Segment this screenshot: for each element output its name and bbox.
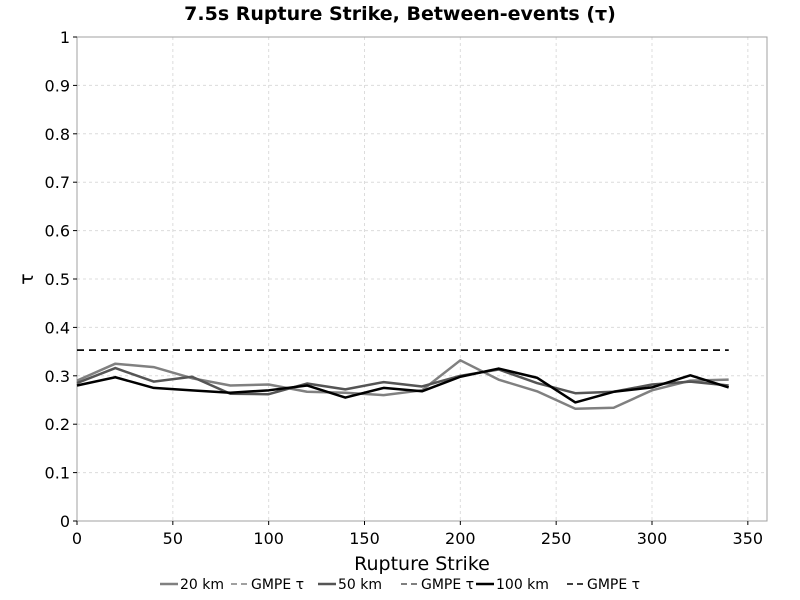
x-tick-label: 250 bbox=[541, 529, 572, 548]
y-tick-label: 0.8 bbox=[45, 125, 70, 144]
legend-label: GMPE τ bbox=[587, 577, 640, 593]
legend: 20 km GMPE τ 50 km GMPE τ 100 km GMPE τ bbox=[160, 577, 640, 593]
legend-label: GMPE τ bbox=[251, 577, 304, 593]
y-tick-label: 0.4 bbox=[45, 318, 70, 337]
x-tick-label: 50 bbox=[163, 529, 183, 548]
grid-lines bbox=[76, 36, 767, 522]
y-tick-label: 0.6 bbox=[45, 222, 70, 241]
y-axis-label: τ bbox=[16, 273, 38, 284]
x-axis-label: Rupture Strike bbox=[354, 553, 490, 575]
y-tick-label: 0.9 bbox=[45, 76, 70, 95]
y-tick-label: 0.1 bbox=[45, 464, 70, 483]
x-axis-ticks: 0 50 100 150 200 250 300 350 bbox=[72, 521, 763, 548]
x-tick-label: 350 bbox=[733, 529, 764, 548]
legend-label: 20 km bbox=[180, 577, 224, 593]
legend-label: GMPE τ bbox=[421, 577, 474, 593]
x-tick-label: 300 bbox=[637, 529, 668, 548]
y-tick-label: 0.7 bbox=[45, 173, 70, 192]
series-line-4 bbox=[76, 367, 730, 404]
legend-label: 50 km bbox=[338, 577, 382, 593]
y-tick-label: 1 bbox=[60, 28, 70, 47]
x-tick-label: 0 bbox=[72, 529, 82, 548]
legend-label: 100 km bbox=[496, 577, 549, 593]
x-tick-label: 200 bbox=[445, 529, 476, 548]
x-tick-label: 100 bbox=[253, 529, 284, 548]
x-tick-label: 150 bbox=[349, 529, 380, 548]
series-lines bbox=[76, 349, 730, 410]
y-tick-label: 0.2 bbox=[45, 415, 70, 434]
y-tick-label: 0.3 bbox=[45, 367, 70, 386]
y-tick-label: 0.5 bbox=[45, 270, 70, 289]
y-tick-label: 0 bbox=[60, 512, 70, 531]
y-axis-ticks: 0 0.1 0.2 0.3 0.4 0.5 0.6 0.7 0.8 0.9 1 bbox=[45, 28, 77, 531]
chart-title: 7.5s Rupture Strike, Between-events (τ) bbox=[184, 3, 616, 25]
